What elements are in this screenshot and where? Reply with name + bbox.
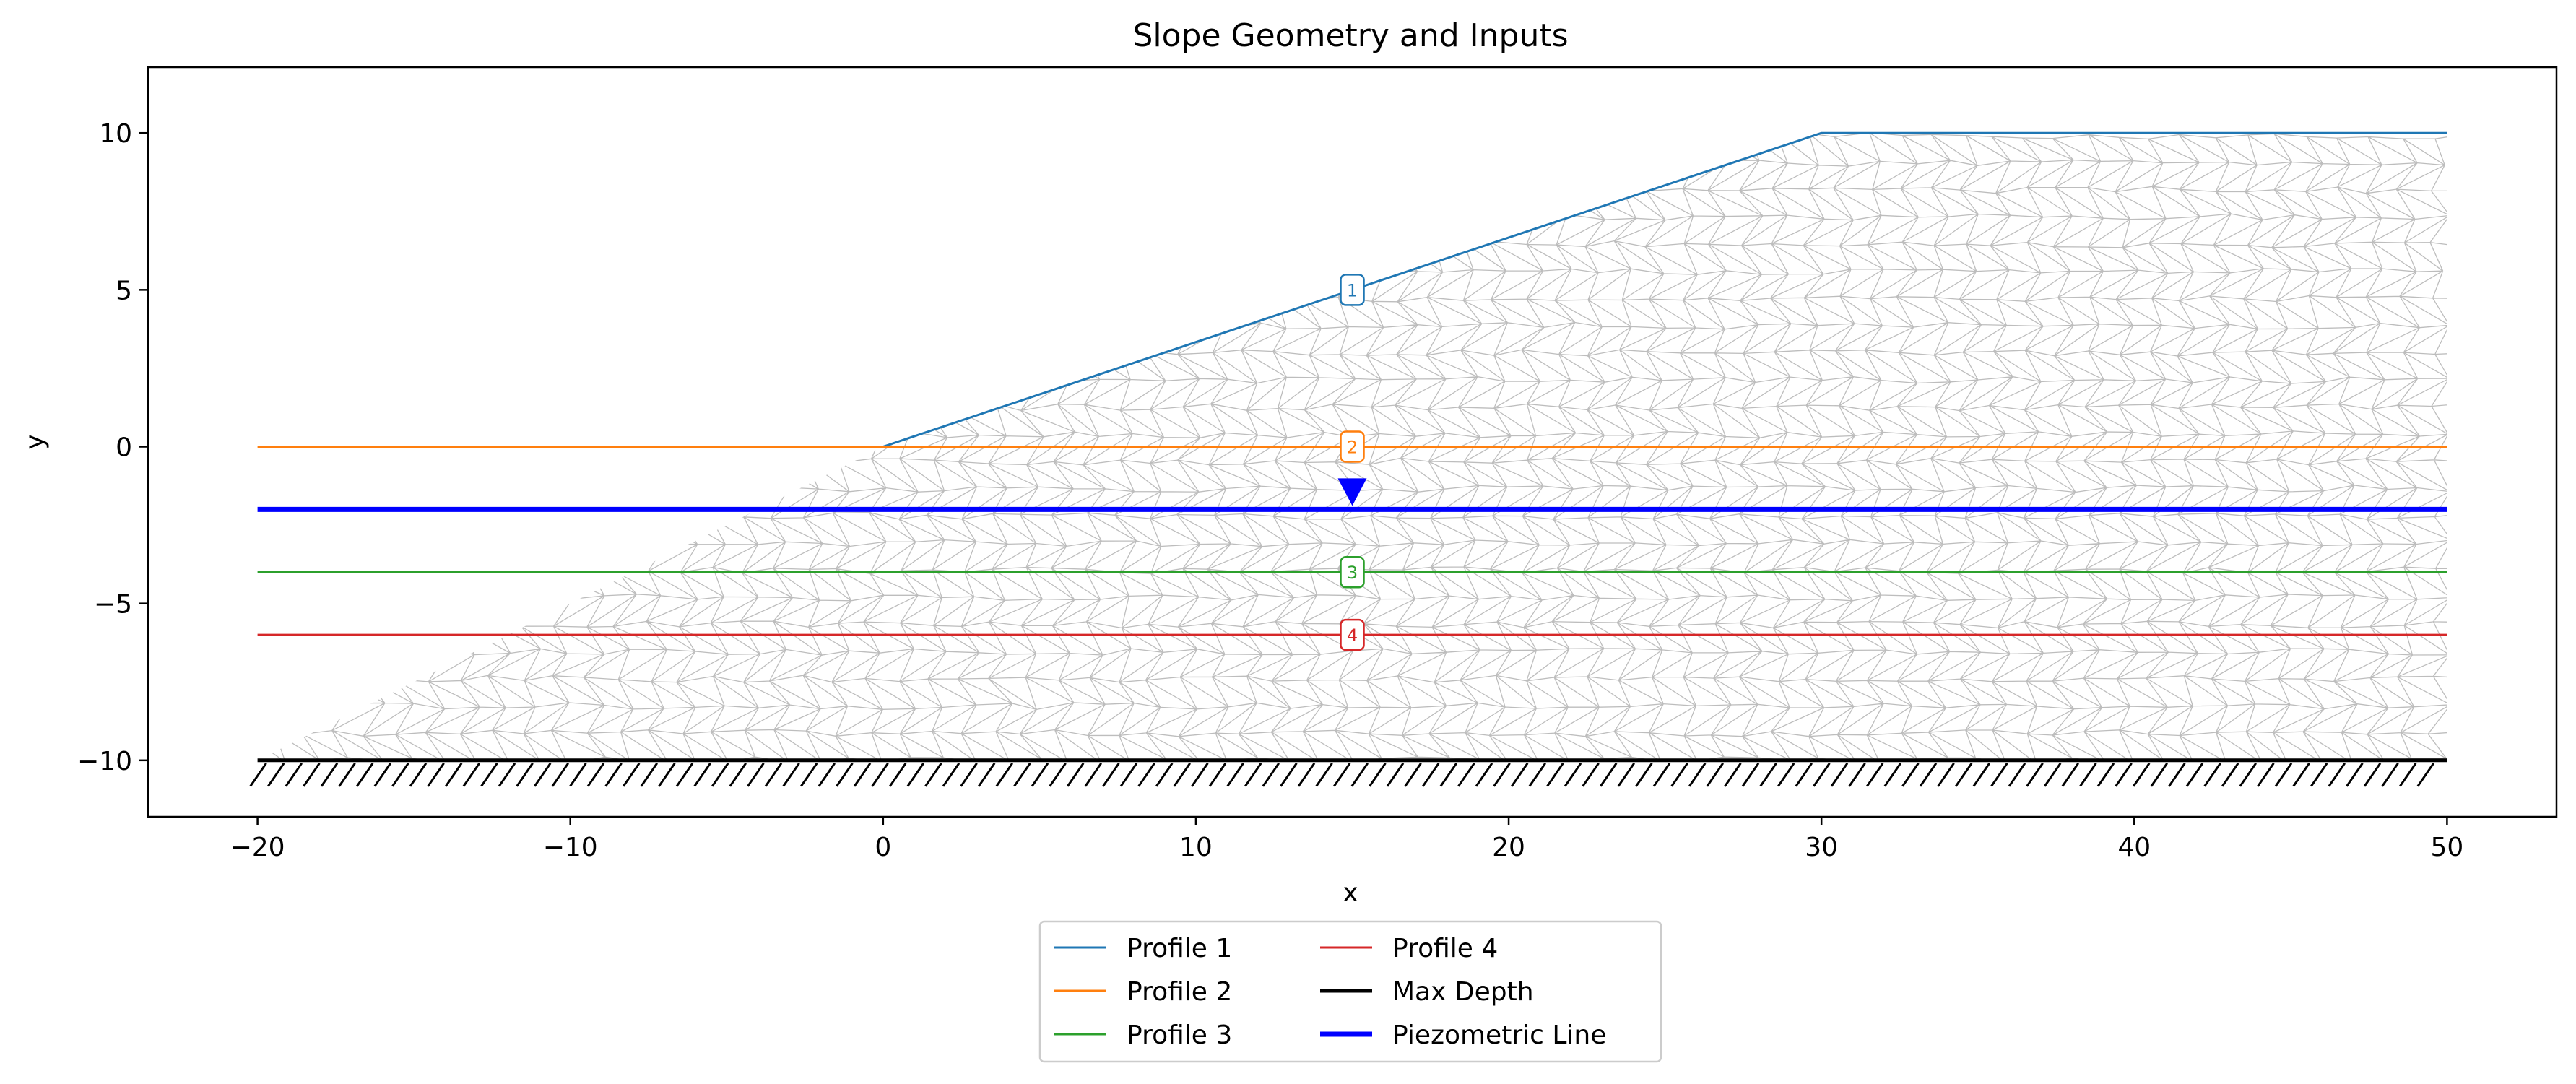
profile-marker-box [1340, 618, 1365, 651]
y-tick-label: 0 [116, 433, 132, 463]
x-tick-label: 40 [2117, 833, 2151, 862]
profile-marker-label: 2 [1347, 438, 1358, 458]
legend: Profile 1 Profile 2 Profile 3 Profile 4 Max … [1038, 920, 1662, 1063]
water-table-marker [1337, 478, 1367, 506]
profile-marker-box [1340, 430, 1365, 463]
x-tick-label: −10 [543, 833, 598, 862]
y-tick-label: −10 [77, 747, 132, 776]
chart-title: Slope Geometry and Inputs [1132, 17, 1568, 54]
legend-label: Profile 2 [1127, 977, 1232, 1007]
x-tick-label: 10 [1179, 833, 1213, 862]
profile-marker-box [1340, 274, 1365, 306]
profile-marker-box [1340, 555, 1365, 589]
legend-label: Max Depth [1392, 977, 1534, 1007]
series-line-1 [882, 131, 2447, 448]
hatch-marks [249, 762, 2435, 787]
x-tick-label: −20 [230, 833, 285, 862]
y-tick-label: 10 [99, 119, 132, 149]
x-axis-label: x [1343, 878, 1358, 908]
y-axis-label: y [20, 434, 50, 449]
x-axis-ticks: −20 −10 0 10 20 30 40 50 [230, 817, 2464, 862]
x-tick-label: 0 [875, 833, 891, 862]
y-tick-label: 5 [116, 276, 132, 305]
y-tick-label: −5 [94, 590, 132, 620]
legend-label: Profile 1 [1127, 934, 1232, 963]
x-tick-label: 50 [2431, 833, 2464, 862]
y-axis-ticks: −10 −5 0 5 10 [77, 119, 148, 776]
x-tick-label: 20 [1492, 833, 1525, 862]
legend-label: Profile 3 [1127, 1020, 1232, 1050]
legend-label: Piezometric Line [1392, 1020, 1606, 1050]
marker-layer: 1 2 3 4 [1337, 274, 1367, 651]
legend-label: Profile 4 [1392, 934, 1498, 963]
max-depth-hatching [249, 762, 2435, 787]
profile-marker-label: 1 [1347, 280, 1358, 300]
profile-marker-label: 4 [1347, 625, 1358, 646]
plot-area-frame [147, 66, 2558, 818]
series-layer [257, 131, 2447, 763]
profile-marker-label: 3 [1347, 563, 1358, 583]
x-tick-label: 30 [1805, 833, 1838, 862]
